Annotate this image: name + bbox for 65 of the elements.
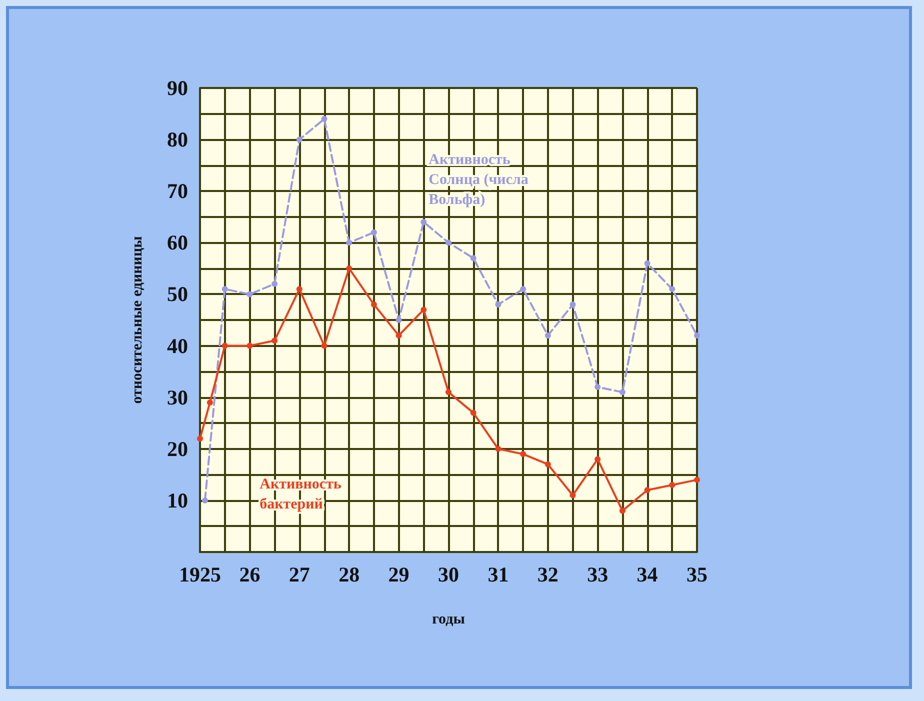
point: [570, 492, 576, 498]
point: [296, 136, 302, 143]
y-tick-label: 60: [167, 230, 188, 255]
point: [296, 286, 302, 292]
point: [544, 332, 551, 338]
point: [570, 302, 576, 308]
point: [544, 461, 551, 468]
point: [669, 286, 676, 292]
point: [619, 508, 626, 514]
y-tick-label: 20: [167, 436, 188, 461]
point: [246, 291, 253, 298]
point: [420, 219, 427, 226]
point: [370, 229, 377, 236]
point: [619, 389, 626, 396]
point: [346, 265, 352, 272]
point: [272, 280, 278, 287]
point: [222, 342, 228, 349]
point: [321, 342, 328, 349]
x-tick-label: 26: [239, 562, 260, 586]
point: [446, 240, 452, 246]
x-axis-title: годы: [432, 612, 466, 628]
point: [206, 399, 213, 406]
point: [396, 317, 402, 323]
y-tick-label: 90: [167, 76, 188, 100]
y-tick-label: 40: [167, 334, 188, 358]
x-tick-label: 31: [488, 562, 509, 586]
point: [420, 306, 427, 313]
point: [272, 338, 278, 344]
point: [594, 384, 601, 390]
point: [520, 451, 526, 458]
y-tick-label: 30: [167, 385, 188, 410]
point: [321, 116, 328, 122]
y-tick-label: 50: [167, 282, 188, 306]
point: [246, 342, 253, 349]
y-tick-label: 70: [167, 179, 188, 204]
point: [370, 302, 377, 308]
x-tick-label: 27: [288, 562, 310, 586]
point: [644, 487, 650, 494]
point: [197, 436, 203, 442]
point: [202, 497, 208, 504]
x-tick-label: 30: [438, 562, 459, 586]
y-tick-label: 80: [167, 128, 188, 152]
point: [495, 446, 502, 452]
point: [346, 240, 352, 246]
x-tick-label: 32: [537, 562, 558, 586]
point: [694, 332, 700, 338]
y-tick-label: 10: [167, 488, 188, 512]
x-tick-label: 28: [338, 562, 360, 586]
x-tick-label: 29: [388, 562, 410, 586]
point: [222, 286, 228, 292]
point: [470, 255, 476, 262]
point: [495, 302, 502, 308]
point: [470, 410, 476, 416]
x-tick-label: 35: [686, 562, 708, 586]
point: [644, 260, 650, 266]
x-tick-label: 1925: [179, 562, 221, 586]
point: [694, 476, 700, 483]
point: [594, 456, 601, 462]
y-axis-title: относительные единицы: [130, 236, 146, 404]
point: [520, 286, 526, 292]
point: [396, 332, 402, 338]
point: [446, 389, 452, 396]
x-tick-label: 33: [587, 562, 608, 586]
x-tick-label: 34: [636, 562, 658, 586]
point: [669, 482, 676, 488]
